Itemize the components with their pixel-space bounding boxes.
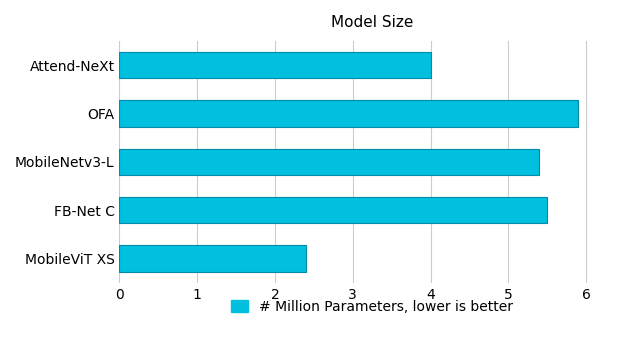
Legend: # Million Parameters, lower is better: # Million Parameters, lower is better	[226, 294, 518, 319]
Bar	[120, 197, 547, 223]
Bar	[120, 149, 540, 175]
Bar	[120, 52, 431, 79]
Bar	[120, 100, 579, 127]
Bar	[120, 245, 306, 272]
Title: Model Size: Model Size	[331, 15, 413, 30]
